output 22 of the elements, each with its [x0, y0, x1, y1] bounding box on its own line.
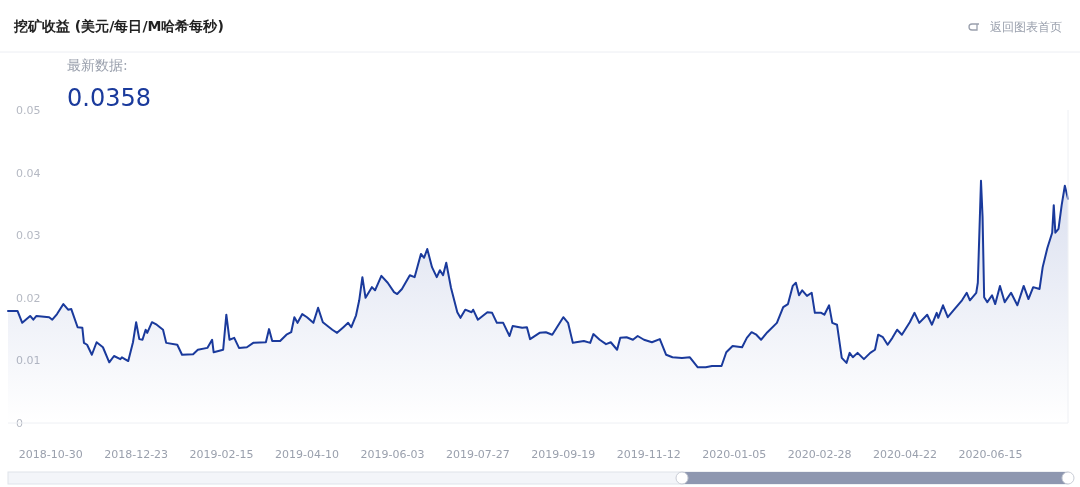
x-tick-label: 2019-07-27	[445, 448, 510, 461]
x-tick-label: 2019-11-12	[616, 448, 681, 461]
y-tick-label: 0.02	[16, 291, 41, 305]
x-tick-label: 2020-04-22	[873, 448, 938, 461]
x-tick-label: 2018-10-30	[18, 448, 83, 461]
annotation: 0.0358	[67, 84, 151, 112]
text: 最新数据:	[67, 57, 128, 73]
x-tick-label: 2020-01-05	[702, 448, 767, 461]
y-tick-label: 0.01	[16, 354, 41, 368]
x-tick-label: 2019-06-03	[360, 448, 425, 461]
chart-title: 挖矿收益 (美元/每日/M哈希每秒)	[13, 18, 224, 34]
x-tick-label: 2019-02-15	[189, 448, 254, 461]
y-tick-label: 0	[16, 417, 23, 430]
x-tick-label: 2019-04-10	[275, 448, 339, 461]
text: 返回图表首页	[990, 20, 1062, 34]
y-tick-label: 0.04	[16, 166, 41, 180]
y-tick-label: 0.05	[16, 104, 41, 117]
x-tick-label: 2019-09-19	[531, 448, 596, 461]
x-tick-label: 2020-06-15	[958, 448, 1023, 461]
x-tick-label: 2018-12-23	[104, 448, 169, 461]
y-tick-label: 0.03	[16, 229, 41, 243]
x-tick-label: 2020-02-28	[787, 448, 852, 461]
